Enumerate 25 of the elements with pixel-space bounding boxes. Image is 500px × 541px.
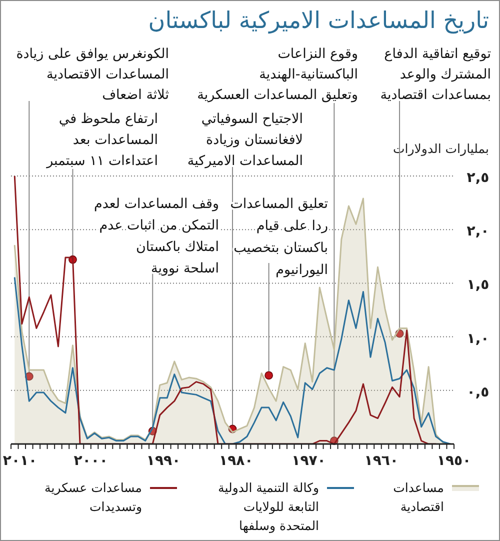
annotation: الاجتياح السوفياتي لافغانستان وزيادة المساعدات الاميركية [187, 111, 303, 169]
x-tick-label: ١٩٦٠ [364, 453, 398, 469]
legend-label: مساعدات اقتصادية [392, 479, 444, 516]
y-axis-title: بمليارات الدولارات [393, 141, 489, 156]
annotation: توقيع اتفاقية الدفاع المشترك والوعد بمساعدات اقتصادية [380, 46, 492, 103]
annotation: وقوع النزاعات الباكستانية-الهندية وتعليق المساعدات العسكرية [197, 46, 358, 103]
x-tick-label: ١٩٩٠ [146, 453, 181, 469]
x-tick-label: ١٩٧٠ [292, 453, 326, 469]
x-tick-label: ٢٠١٠ [2, 453, 38, 469]
x-tick-label: ١٩٨٠ [219, 453, 254, 469]
annotation: وقف المساعدات لعدم التمكن من اثبات عدم امتلاك باكستان اسلحة نووية [94, 196, 219, 276]
annotation: الكونغرس يوافق على زيادة المساعدات الاقتصادية ثلاثة اضعاف [16, 46, 170, 103]
line-series [14, 277, 452, 444]
y-tick-label: ١,٥ [466, 277, 490, 294]
annotation: تعليق المساعدات ردا على قيام باكستان بتخصيب اليورانيوم [230, 196, 328, 278]
chart-title: تاريخ المساعدات الاميركية لباكستان [148, 7, 489, 36]
legend-label: مساعدات عسكرية وتسديدات [44, 479, 142, 516]
y-tick-label: ٢,٠ [466, 224, 490, 240]
y-tick-label: ٢,٥ [466, 170, 490, 186]
y-tick-label: ٠,٥ [466, 384, 490, 400]
annotation: ارتفاع ملحوظ في المساعدات بعد اعتداءات ١١ سبتمبر [46, 111, 158, 169]
x-tick-label: ٢٠٠٠ [74, 453, 108, 469]
legend-label: وكالة التنمية الدولية التابعة للولايات المتحدة وسلفها [217, 479, 319, 535]
y-tick-label: ١,٠ [466, 330, 490, 347]
x-tick-label: ١٩٥٠ [436, 453, 472, 469]
